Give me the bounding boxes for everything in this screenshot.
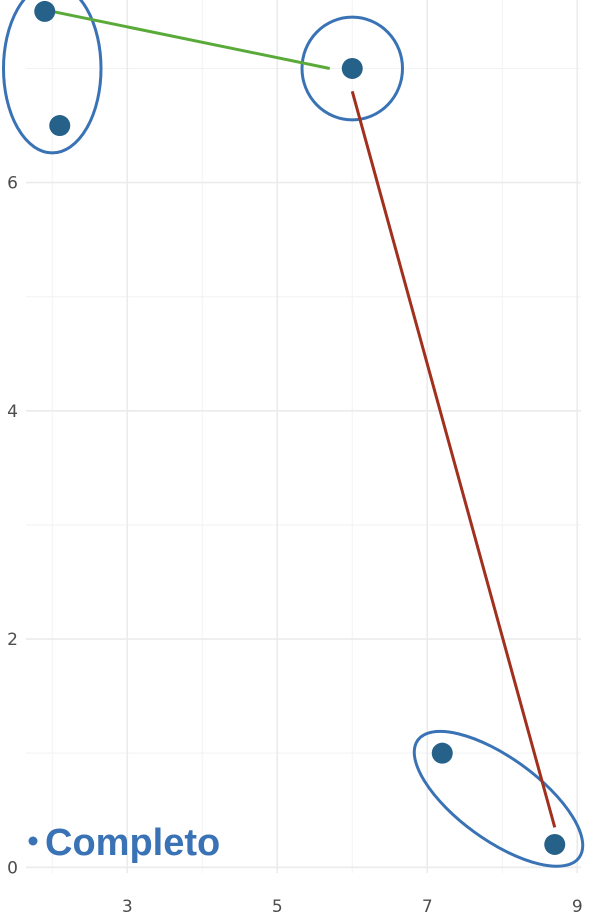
badge-label: Completo xyxy=(45,822,220,864)
y-tick-label: 0 xyxy=(7,858,18,878)
major-gridlines xyxy=(26,0,581,873)
status-badge: Completo xyxy=(28,822,220,864)
data-point xyxy=(341,57,363,79)
x-tick-label: 3 xyxy=(122,897,133,917)
data-points xyxy=(34,0,566,855)
badge-bullet-dot xyxy=(28,836,38,846)
connector-line xyxy=(350,90,557,828)
y-axis-tick-labels: 0 2 4 6 xyxy=(7,174,18,879)
cluster-ellipse xyxy=(2,0,103,155)
cluster-ellipse xyxy=(412,729,585,868)
cluster-ellipse xyxy=(300,15,404,122)
x-tick-label: 5 xyxy=(272,897,283,917)
y-tick-label: 6 xyxy=(7,174,18,194)
data-point xyxy=(34,0,56,22)
connector-lines xyxy=(51,9,557,828)
minor-gridlines xyxy=(26,0,581,873)
connector-line xyxy=(51,9,331,70)
x-tick-label: 9 xyxy=(572,897,583,917)
data-point xyxy=(431,742,453,764)
data-point xyxy=(49,115,71,137)
y-tick-label: 4 xyxy=(7,402,18,422)
y-tick-label: 2 xyxy=(7,630,18,650)
x-axis-tick-labels: 3 5 7 9 xyxy=(122,897,583,917)
cluster-outlines xyxy=(2,0,585,868)
x-tick-label: 7 xyxy=(422,897,433,917)
data-point xyxy=(544,833,566,855)
